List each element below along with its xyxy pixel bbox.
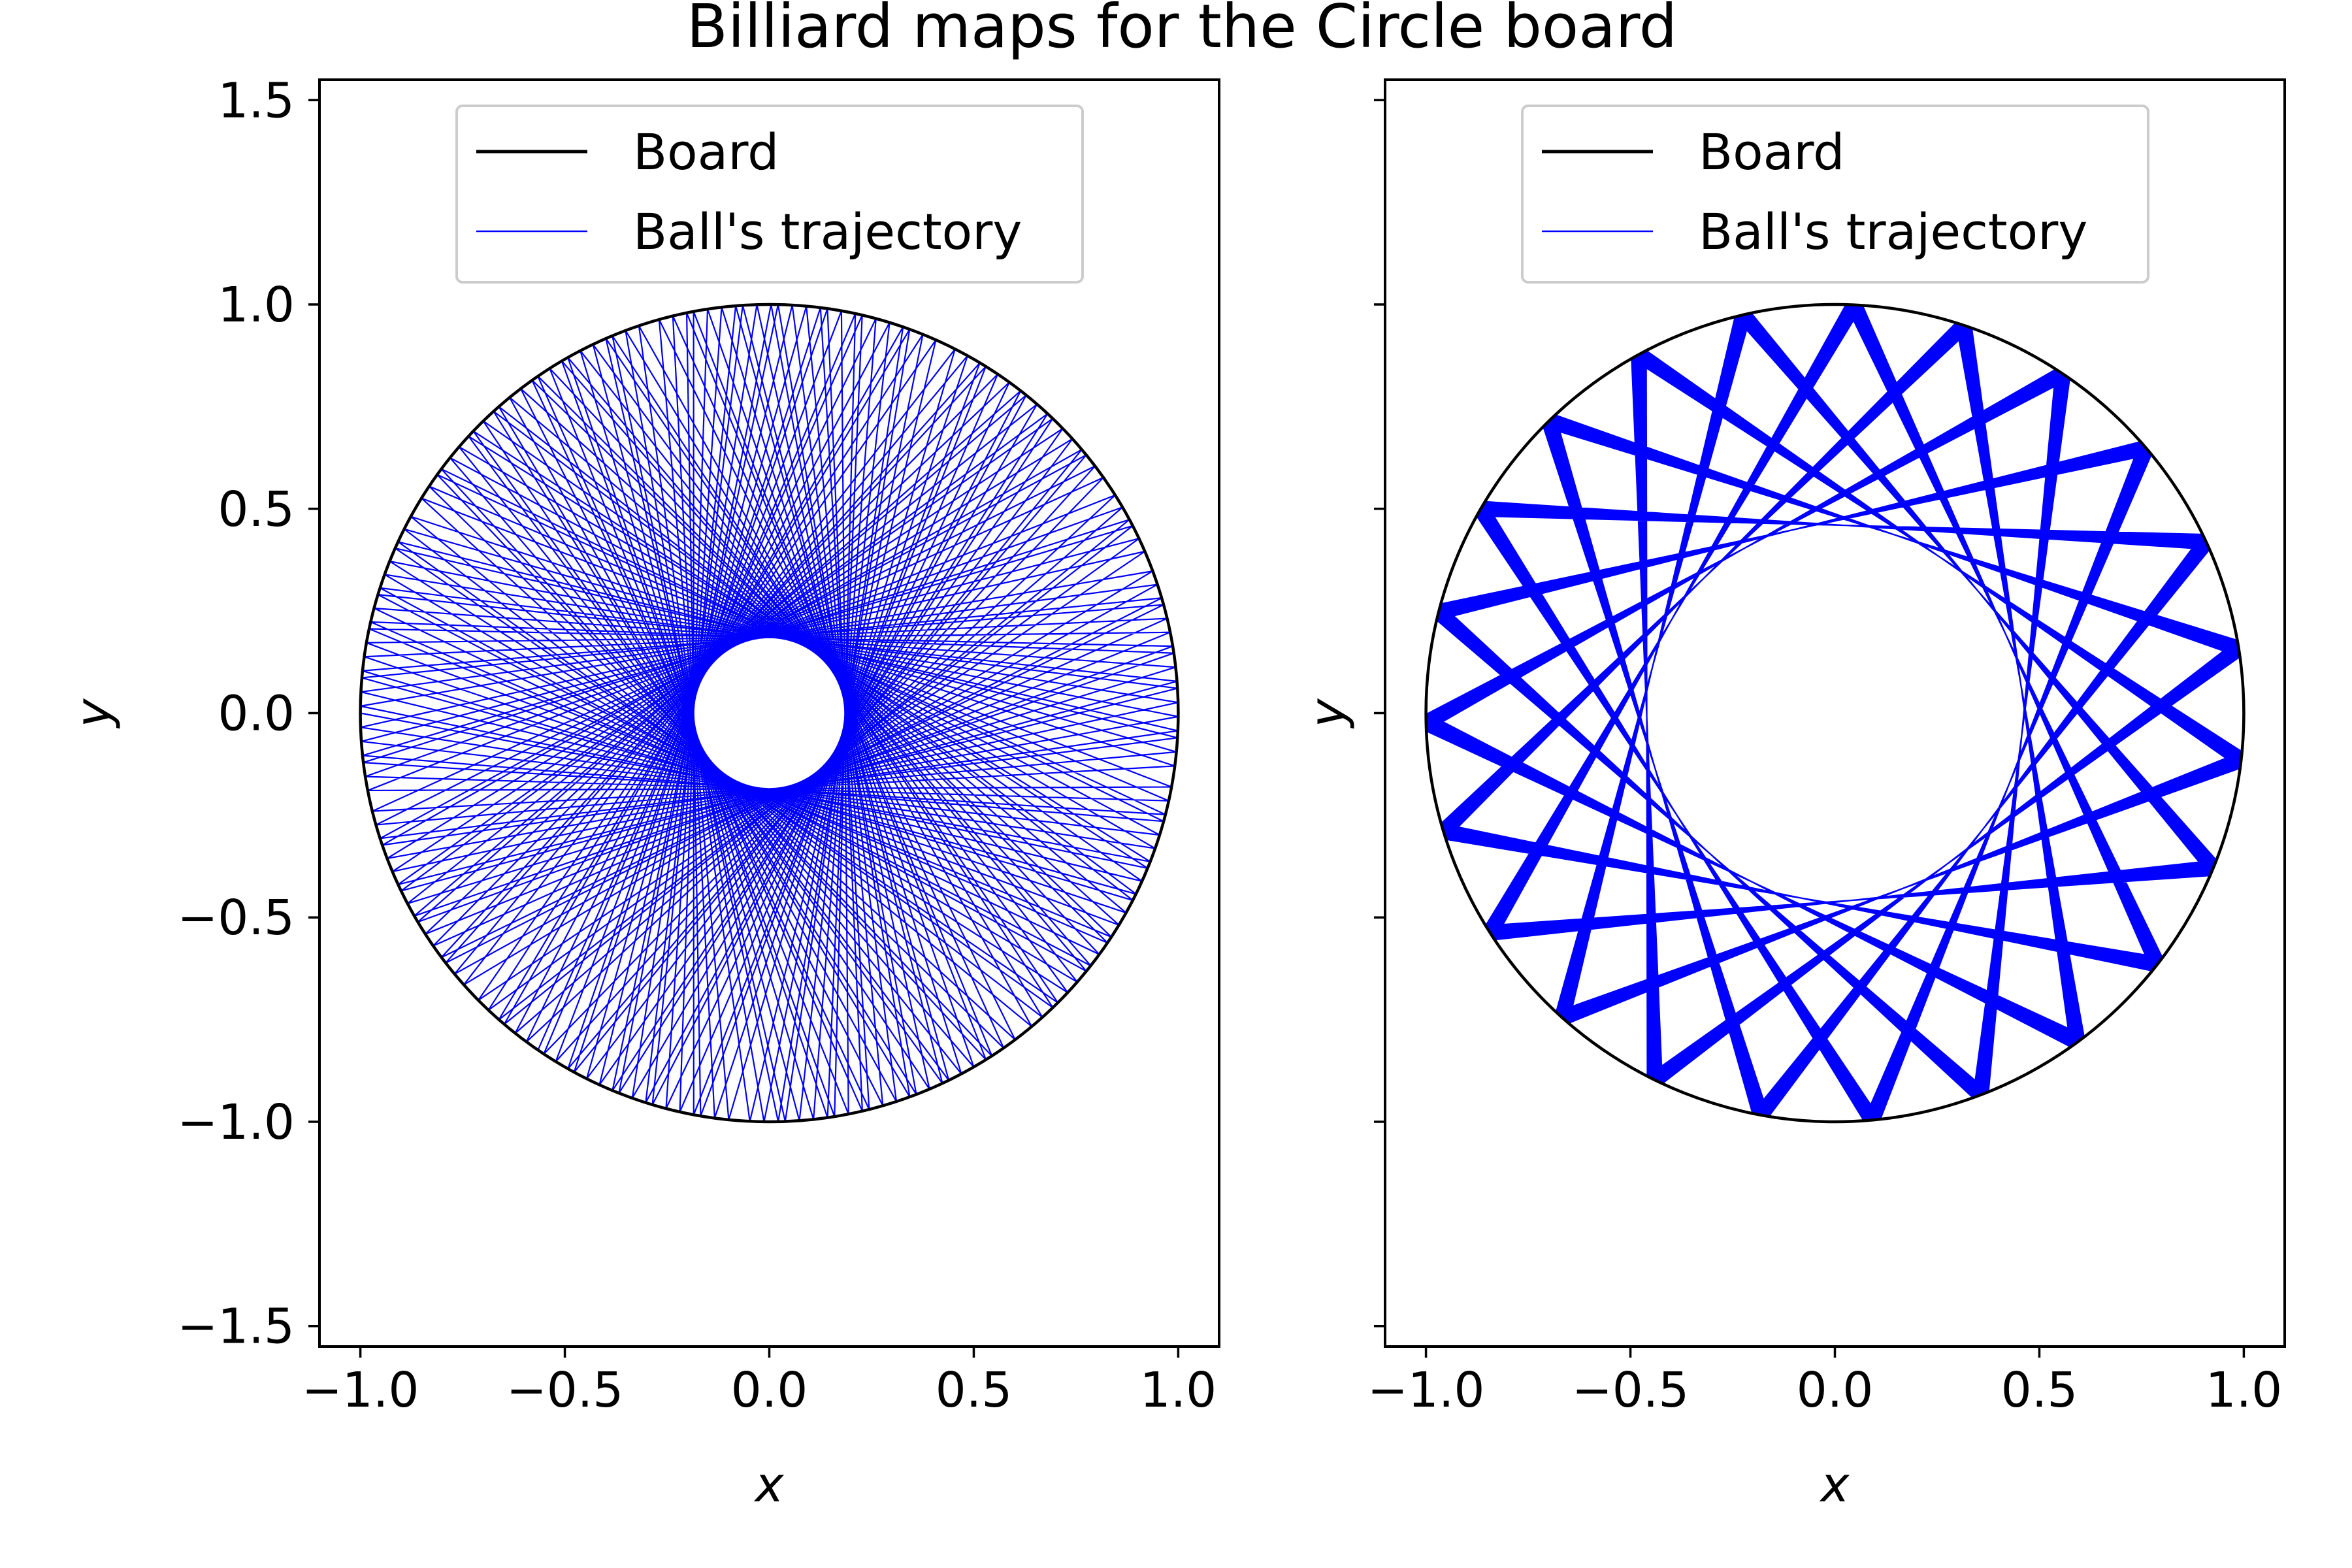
x-axis-label: x	[754, 1457, 785, 1513]
x-tick-label: 0.5	[936, 1362, 1013, 1418]
x-tick-label: 0.0	[731, 1362, 808, 1418]
y-tick-label: 1.0	[218, 277, 295, 333]
legend-frame	[1521, 105, 2149, 284]
x-tick-label: −0.5	[1572, 1362, 1690, 1418]
y-tick-label: 1.5	[218, 73, 295, 129]
x-tick-label: 1.0	[2206, 1362, 2283, 1418]
subplot-2: −1.0 −0.5 0.0 0.5 1.0 x y Board Ball's trajector…	[1299, 78, 2286, 1513]
y-axis-label: y	[1299, 698, 1356, 728]
x-tick-label: 0.5	[2001, 1362, 2078, 1418]
board-circle	[359, 302, 1180, 1124]
y-tick-label: −1.0	[177, 1094, 295, 1151]
legend-label: Board	[633, 123, 779, 181]
figure-title: Billiard maps for the Circle board	[687, 0, 1677, 61]
legend-label: Ball's trajectory	[633, 203, 1022, 261]
x-axis-label: x	[1820, 1457, 1850, 1513]
x-tick-label: 0.0	[1797, 1362, 1874, 1418]
legend: Board Ball's trajectory	[455, 105, 1084, 284]
x-tick-label: 1.0	[1140, 1362, 1217, 1418]
subplots: −1.0 −0.5 0.0 0.5 1.0−1.5−1.0−0.50.00.51.01.…	[65, 73, 2286, 1513]
x-tick-label: −0.5	[506, 1362, 624, 1418]
board-circle	[1424, 302, 2246, 1124]
legend-label: Board	[1699, 123, 1844, 181]
x-tick-label: −1.0	[302, 1362, 419, 1418]
legend-label: Ball's trajectory	[1699, 203, 2087, 261]
subplot-1: −1.0 −0.5 0.0 0.5 1.0−1.5−1.0−0.50.00.51.01.…	[65, 73, 1220, 1513]
legend: Board Ball's trajectory	[1521, 105, 2149, 284]
y-tick-label: 0.0	[218, 686, 295, 742]
y-tick-label: −0.5	[177, 890, 295, 946]
y-tick-label: −1.5	[177, 1299, 295, 1355]
y-axis-label: y	[65, 698, 122, 728]
x-tick-label: −1.0	[1367, 1362, 1485, 1418]
legend-frame	[455, 105, 1084, 284]
y-tick-label: 0.5	[218, 482, 295, 538]
